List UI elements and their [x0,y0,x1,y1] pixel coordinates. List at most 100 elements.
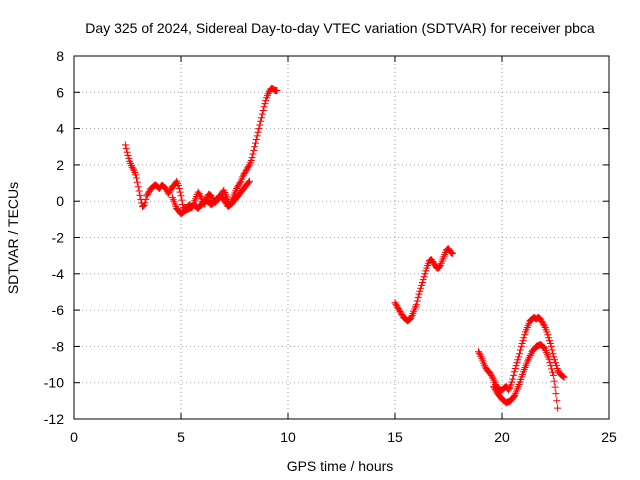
data-point [251,143,259,151]
y-tick-label: 2 [56,157,64,173]
data-point [243,165,251,173]
y-tick-label: -12 [44,411,64,427]
data-point [273,87,281,94]
data-point [508,378,516,386]
data-point [261,100,269,108]
data-point [525,353,533,361]
data-point [250,146,258,154]
data-point [177,192,185,200]
data-point [392,300,400,308]
data-point [546,358,554,366]
data-point [412,301,420,309]
data-point [122,145,130,153]
data-point [429,258,437,265]
data-point [545,355,553,363]
data-point [176,188,184,196]
data-point [121,141,129,149]
series-segment-1-secondary [168,177,253,218]
data-point [241,168,249,176]
data-point [421,270,429,278]
series-segment-3 [475,313,568,394]
data-point [549,371,557,379]
data-point [445,245,453,253]
y-tick-label: -4 [52,266,65,282]
data-point [245,178,253,186]
data-point [447,248,455,256]
data-point [391,299,399,307]
data-point [550,377,558,385]
data-point [233,185,241,192]
data-point [416,287,424,295]
data-point [123,148,131,156]
data-point [144,190,152,198]
data-point [127,162,135,170]
data-point [139,202,147,210]
data-point [179,201,187,208]
data-point [546,340,554,347]
data-point [549,350,557,358]
data-point [252,139,259,147]
data-point [207,192,215,200]
data-point [545,334,553,342]
data-point [539,319,547,327]
data-point [253,132,261,140]
data-point [486,369,494,376]
series-segment-1 [121,85,281,214]
data-point [551,383,559,391]
data-point [264,89,272,97]
data-point [510,368,518,376]
data-point [481,361,488,369]
data-point [195,190,203,198]
data-point [514,356,522,364]
data-point [520,334,528,342]
data-point [492,387,500,395]
data-point [488,373,496,381]
data-point [124,152,132,159]
data-point [546,337,553,345]
y-tick-label: 8 [56,48,64,64]
data-point [394,303,402,311]
data-point [512,362,520,370]
data-point [142,195,150,203]
data-point [543,328,551,336]
data-point [397,309,405,317]
data-point [518,340,526,347]
grid [74,56,609,419]
data-point [422,267,430,275]
data-point [516,346,524,354]
data-point [175,185,183,192]
data-point [560,373,568,381]
data-point [236,179,244,187]
data-point [242,167,250,175]
data-point [491,385,499,393]
series-segment-3-secondary [489,341,562,412]
data-point [519,337,527,345]
data-point [249,150,257,158]
data-point [208,193,216,201]
data-point [505,385,513,392]
data-point [559,373,567,380]
data-point [246,177,253,185]
data-point [524,357,532,365]
data-point [510,371,518,379]
data-point [141,199,149,207]
data-point [548,365,556,373]
data-point [558,372,566,380]
data-point [240,170,248,178]
data-point [448,250,456,257]
data-point [430,259,437,267]
data-point [166,187,174,195]
y-axis-title: SDTVAR / TECUs [5,182,21,294]
x-tick-label: 25 [601,429,617,445]
x-axis-title: GPS time / hours [287,458,394,474]
data-point [145,189,152,197]
data-point [540,320,547,328]
data-point [547,342,555,350]
data-point [509,375,517,383]
y-tick-label: -10 [44,375,64,391]
data-point [234,183,241,191]
data-point [551,356,559,364]
data-point [540,344,548,351]
data-point [244,164,252,172]
data-point [419,276,427,284]
